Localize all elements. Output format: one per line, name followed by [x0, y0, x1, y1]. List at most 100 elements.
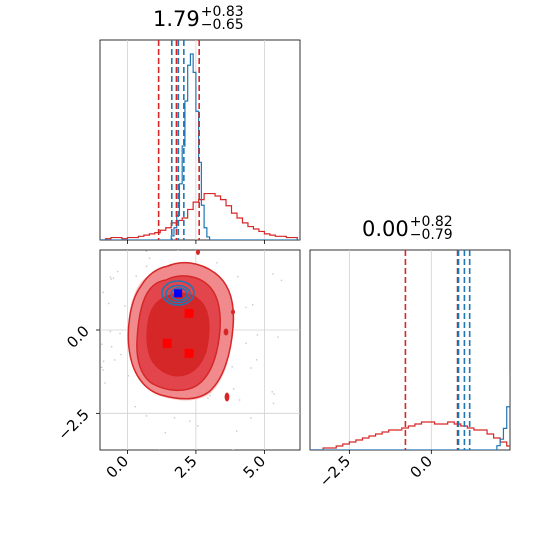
scatter-dot [209, 394, 211, 397]
scatter-dot [277, 336, 279, 338]
scatter-dot [109, 330, 112, 333]
histogram-step-blue [100, 53, 300, 240]
scatter-dot [236, 430, 238, 432]
scatter-dot [193, 455, 194, 456]
scatter-dot [232, 449, 234, 450]
scatter-dot [272, 402, 275, 404]
x-tick-label: 0.0 [407, 452, 437, 482]
title-minus: −0.79 [409, 227, 453, 243]
blue-contour [161, 280, 195, 306]
x-tick-label: 0.0 [103, 452, 133, 482]
scatter-dot [271, 391, 273, 393]
title-plus: +0.82 [409, 214, 453, 230]
scatter-dot [80, 365, 81, 366]
histogram-step-red [310, 421, 510, 450]
red-contour [127, 261, 235, 401]
x-tick-label: 2.5 [171, 452, 201, 482]
scatter-dot [101, 343, 103, 345]
blue-square-marker [174, 289, 183, 298]
scatter-dot [250, 367, 252, 369]
scatter-dot [280, 279, 283, 282]
title-value: 1.79 [153, 7, 200, 31]
scatter-dot [164, 431, 166, 434]
markers [162, 289, 194, 358]
histogram-step-red [100, 192, 298, 240]
scatter-dot [207, 397, 209, 399]
scatter-dot [127, 375, 130, 377]
scatter-dot [102, 369, 104, 371]
blue-contour-mid [165, 284, 191, 304]
scatter-dot [197, 425, 199, 427]
scatter-dot [231, 366, 233, 368]
scatter-dot [173, 417, 176, 419]
scatter-dot [110, 346, 113, 348]
scatter-dot [216, 262, 218, 264]
scatter-dot [104, 382, 106, 384]
scatter-dot [109, 276, 112, 278]
scatter-dot [185, 216, 186, 217]
scatter-dot [86, 377, 87, 378]
scatter-dot [110, 278, 112, 280]
scatter-dot [158, 449, 161, 450]
contour-frame [99, 249, 301, 451]
scatter-dot [237, 275, 239, 278]
scatter-dot [155, 217, 156, 218]
scatter-dot [141, 227, 142, 228]
x-tick-label: −2.5 [316, 452, 354, 490]
scatter-dot [168, 451, 169, 452]
scatter-dot [113, 359, 116, 361]
scatter-dot [245, 342, 247, 344]
scatter-dot [250, 417, 252, 419]
scatter-dot [108, 302, 110, 305]
y-tick-label: −2.5 [54, 405, 92, 443]
scatter-dot [238, 399, 241, 401]
scatter-dots [80, 216, 283, 464]
outlier-contour [196, 250, 200, 255]
scatter-dot [134, 406, 136, 408]
scatter-dot [232, 388, 235, 390]
scatter-dot [145, 265, 148, 268]
hist-y-frame [309, 249, 511, 451]
title-param-x: 1.79 +0.83 −0.65 [153, 4, 244, 33]
scatter-dot [124, 305, 126, 307]
scatter-dot [125, 222, 126, 223]
scatter-dot [81, 301, 82, 302]
scatter-dot [252, 304, 254, 306]
title-minus: −0.65 [200, 17, 244, 33]
scatter-dot [145, 250, 148, 252]
blue-contour-outer [161, 280, 195, 306]
scatter-dot [102, 360, 105, 362]
scatter-dot [256, 359, 258, 361]
red-square-marker [184, 308, 194, 318]
scatter-dot [169, 463, 170, 464]
y-tick-label: 0.0 [63, 322, 93, 352]
scatter-dot [272, 273, 274, 275]
scatter-dot [145, 415, 148, 417]
outlier-contour [223, 328, 229, 336]
red-square-marker [162, 338, 172, 348]
title-param-y: 0.00 +0.82 −0.79 [362, 214, 453, 243]
scatter-dot [120, 353, 122, 356]
scatter-dot [148, 257, 151, 259]
outlier-contour [231, 309, 235, 315]
scatter-dot [119, 332, 121, 335]
scatter-dot [93, 337, 94, 338]
title-plus: +0.83 [200, 4, 244, 20]
scatter-dot [245, 306, 247, 309]
blue-contour-inner [170, 287, 188, 301]
x-tick-label: 5.0 [240, 452, 270, 482]
scatter-dot [256, 334, 259, 336]
scatter-dot [273, 393, 275, 395]
scatter-dot [100, 366, 103, 368]
title-value: 0.00 [362, 217, 409, 241]
red-square-marker [184, 348, 194, 358]
hist-x-frame [99, 39, 301, 241]
scatter-dot [177, 250, 179, 251]
scatter-dot [112, 277, 115, 279]
scatter-dot [189, 420, 191, 422]
scatter-dot [102, 291, 104, 293]
scatter-dot [135, 275, 137, 277]
scatter-dot [117, 270, 119, 273]
scatter-dot [209, 391, 212, 394]
